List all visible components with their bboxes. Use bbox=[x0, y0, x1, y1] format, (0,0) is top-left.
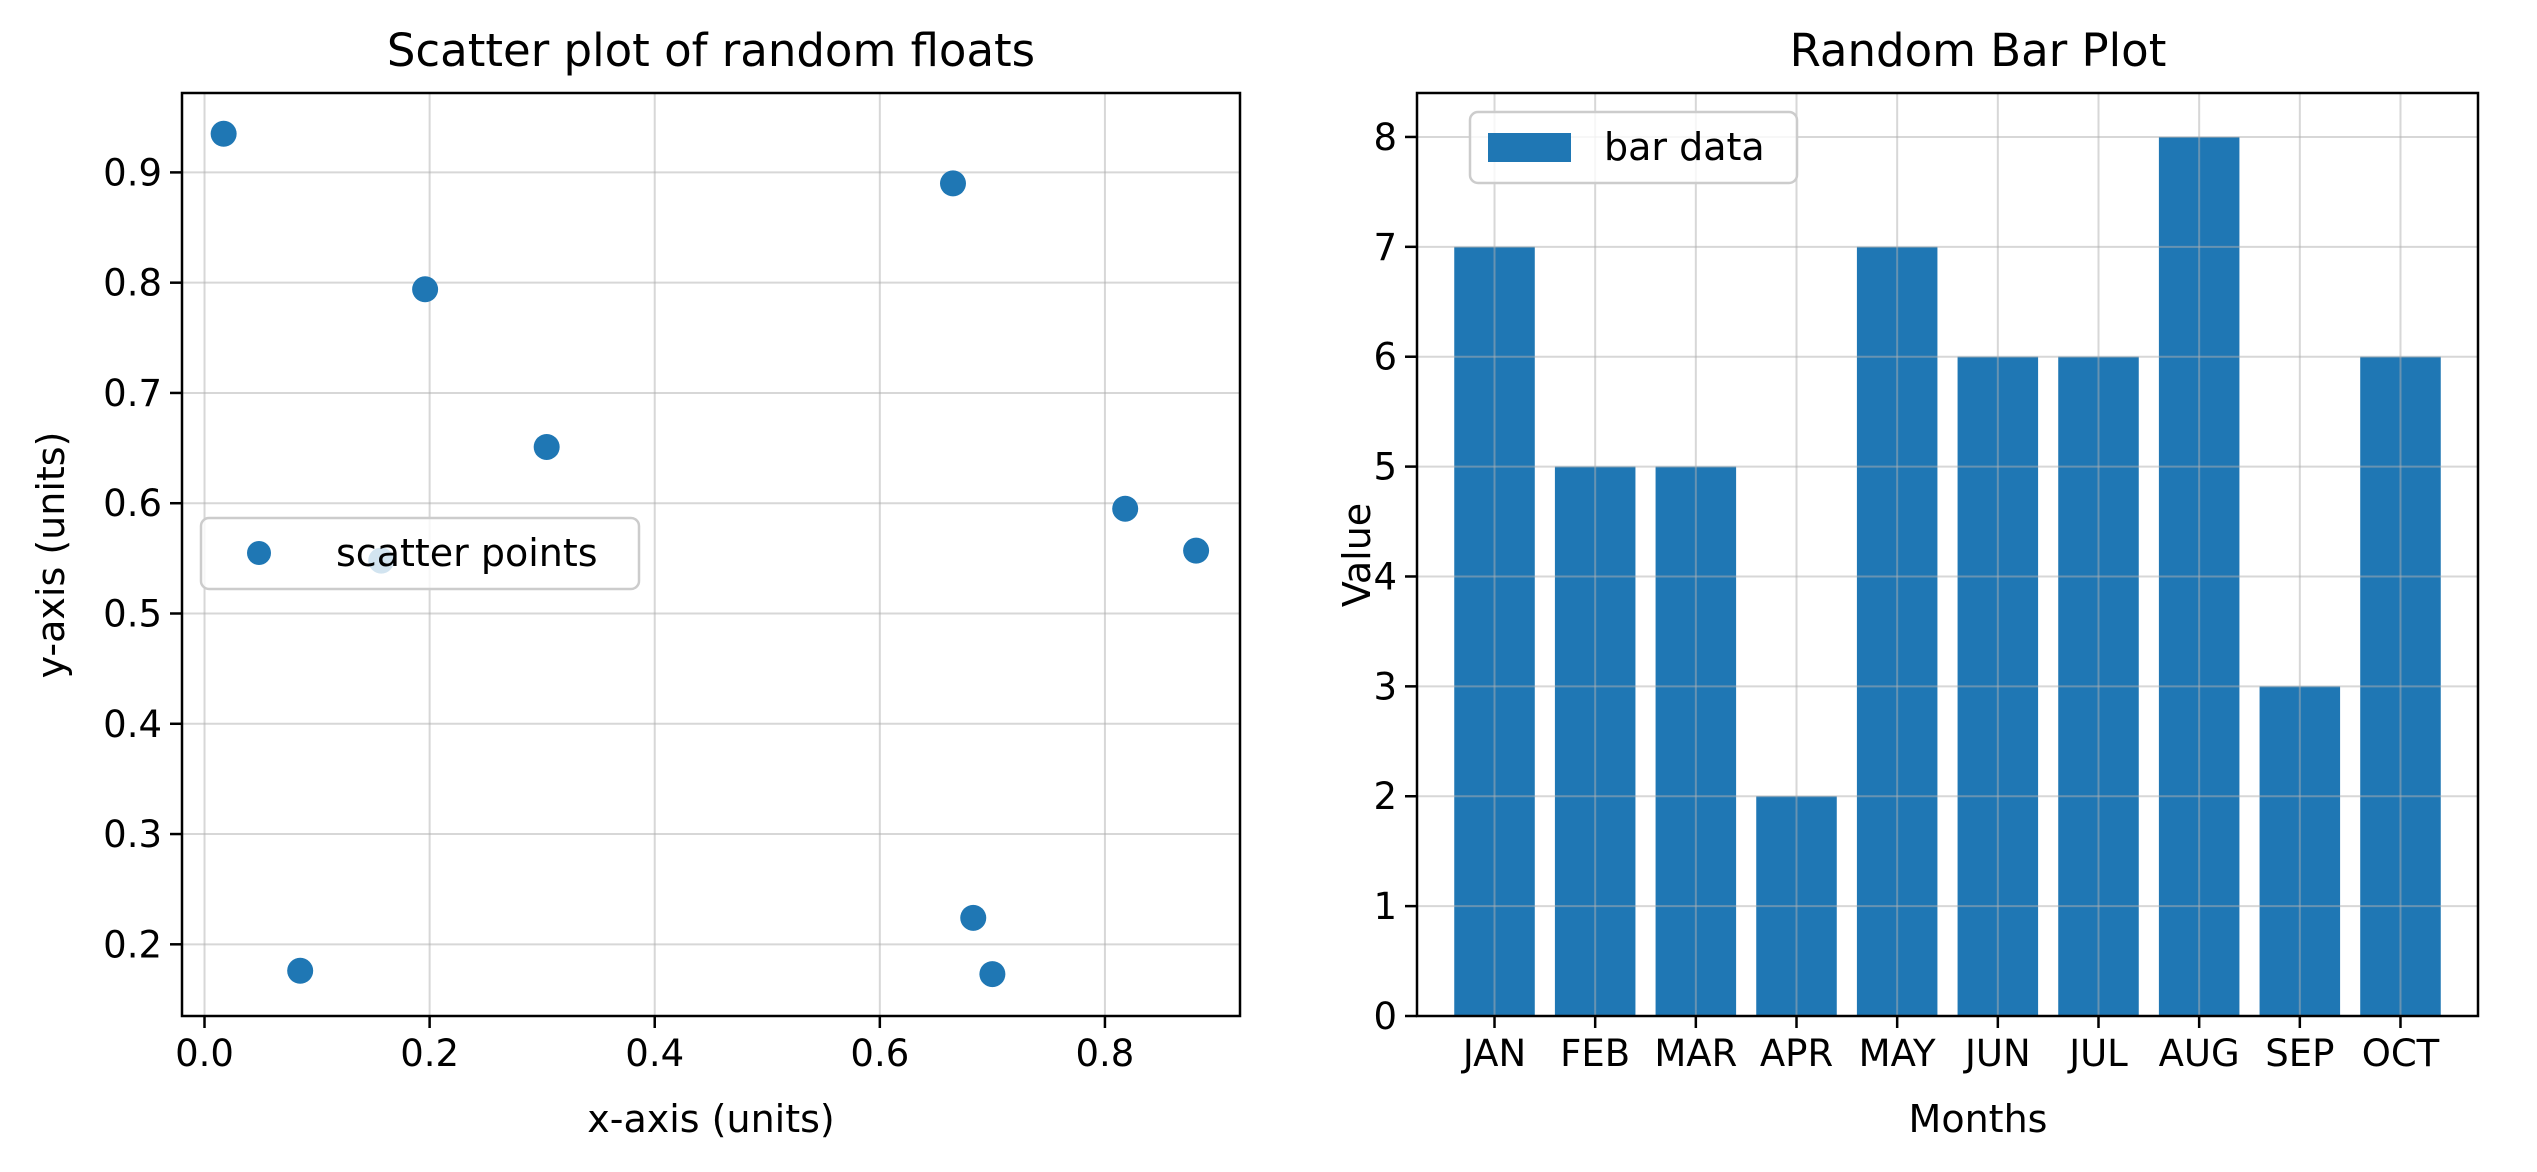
bar-x-tick-label: SEP bbox=[2265, 1032, 2334, 1075]
scatter-x-tick-label: 0.8 bbox=[1076, 1032, 1135, 1075]
bar-legend-swatch bbox=[1488, 133, 1571, 162]
scatter-y-tick-label: 0.2 bbox=[103, 923, 162, 966]
scatter-grid bbox=[182, 93, 1240, 1016]
scatter-chart: Scatter plot of random floats 0.0 0.2 0.4 0… bbox=[29, 24, 1242, 1141]
bar-x-tick-label: JAN bbox=[1461, 1032, 1526, 1075]
scatter-y-tick-label: 0.6 bbox=[103, 482, 162, 525]
scatter-y-tick-label: 0.9 bbox=[103, 151, 162, 194]
bar-legend: bar data bbox=[1468, 110, 1799, 185]
bar-x-tick-label: OCT bbox=[2362, 1032, 2440, 1075]
bar-y-tick-label: 6 bbox=[1373, 336, 1397, 379]
scatter-point bbox=[210, 120, 237, 147]
scatter-ticks: 0.0 0.2 0.4 0.6 0.8 0.2 0.3 0.4 0.5 0.6 0.7 0.8 0.9 bbox=[103, 151, 1134, 1075]
scatter-point bbox=[979, 961, 1006, 988]
bar-x-tick-label: FEB bbox=[1560, 1032, 1630, 1075]
scatter-y-axis-label: y-axis (units) bbox=[29, 432, 73, 679]
bar-y-tick-label: 0 bbox=[1373, 995, 1397, 1038]
bar-y-tick-label: 5 bbox=[1373, 446, 1397, 489]
bar-legend-label: bar data bbox=[1604, 125, 1765, 169]
scatter-title: Scatter plot of random floats bbox=[387, 24, 1035, 77]
scatter-x-tick-label: 0.0 bbox=[175, 1032, 234, 1075]
bar-x-axis-label: Months bbox=[1909, 1097, 2048, 1141]
scatter-x-tick-label: 0.4 bbox=[625, 1032, 684, 1075]
scatter-y-tick-label: 0.8 bbox=[103, 262, 162, 305]
scatter-x-axis-label: x-axis (units) bbox=[587, 1097, 834, 1141]
bar-x-tick-label: MAY bbox=[1859, 1032, 1936, 1075]
bar-x-tick-label: APR bbox=[1760, 1032, 1833, 1075]
bar-y-tick-label: 1 bbox=[1373, 885, 1397, 928]
bar-y-axis-label: Value bbox=[1335, 503, 1379, 607]
scatter-point bbox=[533, 433, 560, 460]
scatter-legend: scatter points bbox=[199, 516, 641, 591]
bar-chart: Random Bar Plot JAN FEB MAR APR MAY JUN JUL AUG… bbox=[1335, 24, 2480, 1141]
bar-ticks: JAN FEB MAR APR MAY JUN JUL AUG SEP OCT 0 1 2 3 4 5 6 7 8 bbox=[1373, 116, 2439, 1075]
bar-y-tick-label: 7 bbox=[1373, 226, 1397, 269]
bar-x-tick-label: MAR bbox=[1654, 1032, 1737, 1075]
scatter-point bbox=[1112, 495, 1139, 522]
bar-legend-box bbox=[1468, 110, 1799, 185]
scatter-legend-label: scatter points bbox=[336, 531, 598, 575]
scatter-plot-frame bbox=[180, 91, 1242, 1018]
scatter-point bbox=[939, 170, 966, 197]
scatter-point bbox=[960, 904, 987, 931]
bar-y-tick-label: 3 bbox=[1373, 665, 1397, 708]
bar-y-tick-label: 4 bbox=[1373, 555, 1397, 598]
bar-y-tick-label: 2 bbox=[1373, 775, 1397, 818]
scatter-x-tick-label: 0.6 bbox=[850, 1032, 909, 1075]
scatter-y-tick-label: 0.4 bbox=[103, 703, 162, 746]
scatter-y-tick-label: 0.3 bbox=[103, 813, 162, 856]
scatter-y-tick-label: 0.7 bbox=[103, 372, 162, 415]
scatter-y-tick-label: 0.5 bbox=[103, 592, 162, 635]
scatter-point bbox=[287, 957, 314, 984]
bar-title: Random Bar Plot bbox=[1790, 24, 2167, 77]
scatter-x-tick-label: 0.2 bbox=[400, 1032, 459, 1075]
scatter-legend-marker bbox=[247, 541, 271, 565]
bar-x-tick-label: AUG bbox=[2159, 1032, 2240, 1075]
scatter-point bbox=[1183, 537, 1210, 564]
scatter-legend-box bbox=[199, 516, 641, 591]
bar-x-tick-label: JUL bbox=[2067, 1032, 2128, 1075]
bar-grid bbox=[1417, 93, 2478, 1017]
scatter-point bbox=[412, 276, 439, 303]
bar-plot-frame bbox=[1415, 91, 2480, 1018]
bar-y-tick-label: 8 bbox=[1373, 116, 1397, 159]
bar-x-tick-label: JUN bbox=[1963, 1032, 2031, 1075]
